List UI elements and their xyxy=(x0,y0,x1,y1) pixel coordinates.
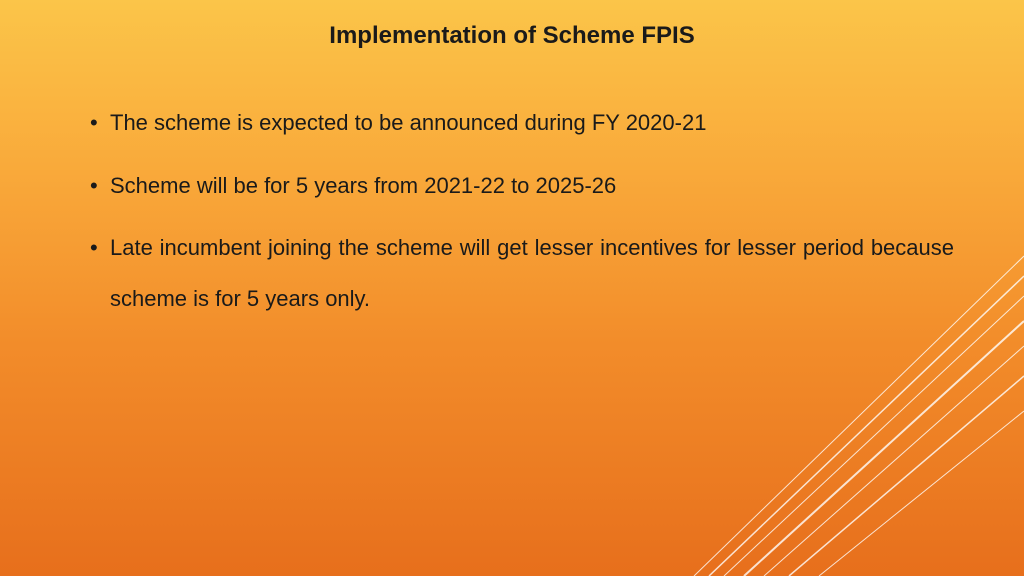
slide-title: Implementation of Scheme FPIS xyxy=(70,22,954,50)
slide: Implementation of Scheme FPIS The scheme… xyxy=(0,0,1024,576)
bullet-item: Late incumbent joining the scheme will g… xyxy=(90,223,954,324)
bullet-item: The scheme is expected to be announced d… xyxy=(90,98,954,149)
bullet-list: The scheme is expected to be announced d… xyxy=(70,98,954,324)
bullet-item: Scheme will be for 5 years from 2021-22 … xyxy=(90,161,954,212)
